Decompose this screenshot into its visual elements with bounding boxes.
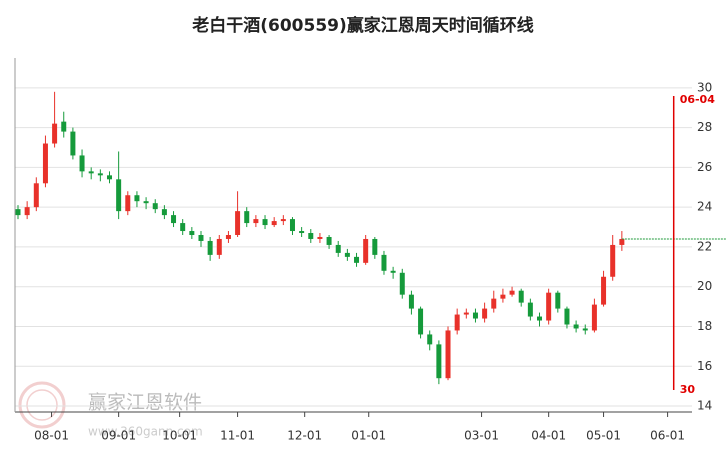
candle-body: [79, 155, 85, 172]
candle-body: [280, 219, 286, 222]
candle-body: [573, 324, 579, 329]
candle-body: [152, 203, 158, 210]
candle-body: [33, 183, 39, 208]
candle-body: [591, 304, 597, 331]
x-tick-label: 06-01: [650, 429, 685, 443]
candle-body: [15, 209, 21, 216]
candle-body: [97, 173, 103, 176]
candle-body: [308, 233, 314, 239]
y-tick-label: 20: [697, 279, 712, 293]
candle-body: [344, 252, 350, 257]
candle-body: [491, 298, 497, 309]
y-tick-label: 18: [697, 319, 712, 333]
x-tick-label: 10-01: [162, 429, 197, 443]
candle-body: [216, 238, 222, 255]
x-tick-label: 03-01: [464, 429, 499, 443]
candle-body: [299, 231, 305, 234]
candle-body: [161, 209, 167, 216]
watermark-url: www.360gann.com: [88, 425, 203, 439]
candle-body: [610, 244, 616, 277]
watermark: 赢家江恩软件: [88, 392, 202, 414]
candle-body: [335, 244, 341, 253]
y-tick-label: 30: [697, 80, 712, 94]
candle-body: [445, 330, 451, 379]
x-tick-label: 01-01: [351, 429, 386, 443]
chart-title: 老白干酒(600559)赢家江恩周天时间循环线: [191, 15, 534, 36]
candle-body: [262, 219, 268, 226]
candle-body: [546, 292, 552, 321]
candle-body: [399, 272, 405, 295]
candle-body: [408, 294, 414, 309]
candle-body: [207, 240, 213, 255]
candle-body: [253, 219, 259, 224]
candle-body: [582, 328, 588, 331]
candle-body: [116, 179, 122, 212]
candle-body: [372, 238, 378, 255]
candle-body: [244, 211, 250, 224]
candle-body: [125, 195, 131, 212]
cycle-count: 30: [680, 383, 696, 396]
candle-body: [601, 276, 607, 305]
candle-body: [189, 231, 195, 235]
candle-body: [326, 236, 332, 245]
y-tick-label: 16: [697, 359, 712, 373]
candle-body: [271, 221, 277, 226]
x-tick-label: 11-01: [220, 429, 255, 443]
y-tick-label: 14: [697, 399, 712, 413]
candle-body: [518, 290, 524, 303]
candle-body: [106, 175, 112, 180]
candle-body: [180, 223, 186, 232]
candle-body: [472, 312, 478, 319]
candle-body: [454, 314, 460, 331]
candle-body: [354, 256, 360, 263]
x-tick-label: 09-01: [101, 429, 136, 443]
candle-body: [619, 238, 625, 245]
x-tick-label: 05-01: [586, 429, 621, 443]
candle-body: [482, 308, 488, 319]
candle-body: [61, 121, 67, 132]
candle-body: [70, 131, 76, 156]
x-tick-label: 08-01: [34, 429, 69, 443]
x-tick-label: 04-01: [531, 429, 566, 443]
y-tick-label: 24: [697, 200, 712, 214]
candle-body: [363, 238, 369, 263]
candle-body: [24, 207, 30, 216]
candle-body: [564, 308, 570, 325]
cycle-label: 06-04: [680, 93, 716, 106]
candle-body: [134, 195, 140, 202]
x-tick-label: 12-01: [287, 429, 322, 443]
candle-body: [390, 270, 396, 273]
candle-body: [436, 344, 442, 379]
candle-body: [88, 171, 94, 174]
y-tick-label: 28: [697, 120, 712, 134]
candle-body: [500, 294, 506, 299]
candle-body: [289, 219, 295, 232]
candle-body: [225, 235, 231, 239]
candle-body: [381, 254, 387, 271]
candle-body: [555, 292, 561, 309]
candle-body: [42, 143, 48, 184]
candle-body: [463, 312, 469, 315]
candle-body: [527, 302, 533, 317]
watermark-logo: [18, 381, 66, 429]
candle-body: [537, 316, 543, 321]
candle-body: [198, 235, 204, 241]
candle-body: [509, 290, 515, 295]
y-tick-label: 22: [697, 239, 712, 253]
y-tick-label: 26: [697, 160, 712, 174]
candle-body: [317, 236, 323, 239]
candle-body: [52, 123, 58, 144]
candle-body: [235, 211, 241, 235]
candle-body: [418, 308, 424, 335]
candle-body: [143, 201, 149, 204]
candle-body: [171, 215, 177, 224]
candle-body: [427, 334, 433, 345]
